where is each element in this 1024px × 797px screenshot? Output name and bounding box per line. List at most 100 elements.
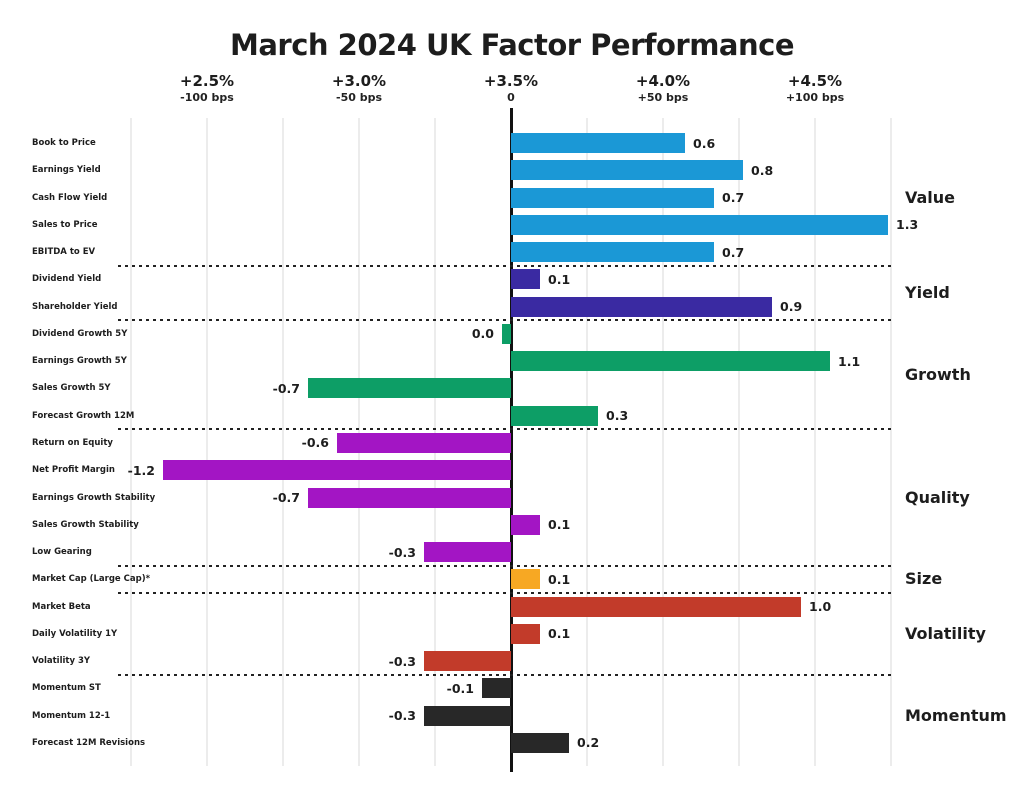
gridline: [130, 118, 132, 766]
axis-tick-bps: +100 bps: [785, 91, 845, 104]
factor-bar: [424, 542, 511, 563]
factor-label: Dividend Growth 5Y: [32, 328, 128, 339]
factor-bar: [511, 269, 540, 290]
category-separator: [118, 591, 894, 594]
factor-label: Net Profit Margin: [32, 465, 115, 476]
category-label: Growth: [905, 364, 971, 384]
axis-tick: +3.5% 0: [441, 72, 581, 105]
axis-tick-bps: +50 bps: [637, 91, 689, 104]
factor-bar: [511, 187, 714, 208]
gridline: [586, 118, 588, 766]
factor-value: 0.1: [548, 626, 571, 642]
factor-value: -0.1: [446, 680, 474, 696]
factor-bar: [511, 596, 801, 617]
factor-bar: [308, 378, 511, 399]
factor-bar: [511, 732, 569, 753]
factor-bar: [308, 487, 511, 508]
category-label: Value: [905, 187, 956, 207]
factor-bar: [511, 133, 685, 153]
category-separator: [118, 264, 894, 267]
factor-value: 0.6: [693, 135, 716, 151]
factor-label: Return on Equity: [32, 437, 113, 448]
factor-value: -0.7: [272, 490, 300, 505]
axis-tick: +3.0% -50 bps: [289, 72, 429, 105]
factor-label: Daily Volatility 1Y: [32, 628, 118, 639]
category-separator: [118, 564, 894, 567]
axis-tick-bps: -50 bps: [336, 91, 382, 104]
factor-label: Forecast Growth 12M: [32, 410, 135, 421]
factor-value: 0.7: [722, 244, 745, 260]
factor-value: 0.1: [548, 571, 571, 587]
factor-value: -1.2: [127, 462, 155, 478]
factor-value: 0.0: [471, 326, 494, 342]
factor-value: 0.2: [577, 735, 600, 751]
factor-bar: [337, 432, 511, 453]
axis-tick-bps: 0: [507, 91, 515, 104]
chart-title: March 2024 UK Factor Performance: [230, 28, 795, 62]
zero-axis-line: [510, 108, 513, 772]
factor-value: -0.7: [272, 380, 300, 396]
factor-bar: [511, 405, 598, 426]
category-separator: [118, 673, 894, 676]
factor-label: Sales Growth 5Y: [32, 383, 111, 394]
gridline: [890, 118, 892, 766]
factor-label: Sales to Price: [32, 219, 98, 230]
factor-value: 0.3: [606, 408, 629, 424]
factor-value: 0.1: [548, 271, 571, 287]
factor-value: 1.1: [838, 353, 861, 369]
factor-bar: [511, 160, 743, 181]
category-label: Size: [905, 569, 943, 589]
gridline: [738, 118, 740, 766]
factor-label: Book to Price: [32, 138, 96, 148]
axis-tick-bps: -100 bps: [180, 91, 234, 104]
factor-bar: [163, 460, 511, 481]
factor-label: Dividend Yield: [32, 274, 102, 285]
factor-label: Earnings Growth Stability: [32, 492, 156, 503]
category-separator: [118, 428, 894, 431]
category-separator: [118, 319, 894, 322]
factor-value: 1.0: [809, 599, 832, 615]
axis-tick: +2.5% -100 bps: [137, 72, 277, 105]
factor-label: Market Beta: [32, 601, 91, 612]
axis-tick: +4.5% +100 bps: [745, 72, 885, 105]
factor-label: Forecast 12M Revisions: [32, 737, 146, 748]
factor-value: 0.9: [780, 299, 803, 315]
factor-label: EBITDA to EV: [32, 247, 96, 258]
factor-value: 1.3: [896, 217, 919, 233]
axis-tick-percent: +3.5%: [483, 72, 539, 90]
factor-value: 0.7: [722, 190, 745, 206]
factor-label: Earnings Yield: [32, 165, 101, 176]
factor-bar: [511, 296, 772, 317]
axis-tick-percent: +2.5%: [179, 72, 235, 90]
factor-value: 0.1: [548, 517, 571, 533]
axis-tick-percent: +4.0%: [635, 72, 691, 90]
axis-tick: +4.0% +50 bps: [593, 72, 733, 105]
factor-bar: [502, 323, 511, 344]
factor-label: Cash Flow Yield: [32, 192, 108, 203]
axis-tick-percent: +3.0%: [331, 72, 387, 90]
factor-bar: [511, 623, 540, 644]
factor-label: Market Cap (Large Cap)*: [32, 574, 151, 585]
factor-label: Earnings Growth 5Y: [32, 356, 127, 367]
factor-value: -0.3: [388, 708, 416, 724]
gridline: [282, 118, 284, 766]
factor-bar: [511, 569, 540, 590]
category-label: Volatility: [905, 623, 986, 643]
factor-bar: [511, 214, 888, 235]
factor-label: Low Gearing: [32, 547, 92, 558]
gridline: [206, 118, 208, 766]
factor-value: 0.8: [751, 162, 774, 178]
factor-value: -0.6: [301, 435, 329, 451]
factor-bar: [511, 242, 714, 263]
axis-tick-percent: +4.5%: [787, 72, 843, 90]
category-label: Momentum: [905, 705, 1007, 725]
factor-value: -0.3: [388, 544, 416, 560]
factor-bar: [482, 678, 511, 699]
gridline: [662, 118, 664, 766]
factor-label: Momentum ST: [32, 683, 101, 694]
factor-label: Shareholder Yield: [32, 301, 118, 312]
gridline: [814, 118, 816, 766]
factor-bar: [424, 705, 511, 726]
factor-bar: [424, 651, 511, 672]
